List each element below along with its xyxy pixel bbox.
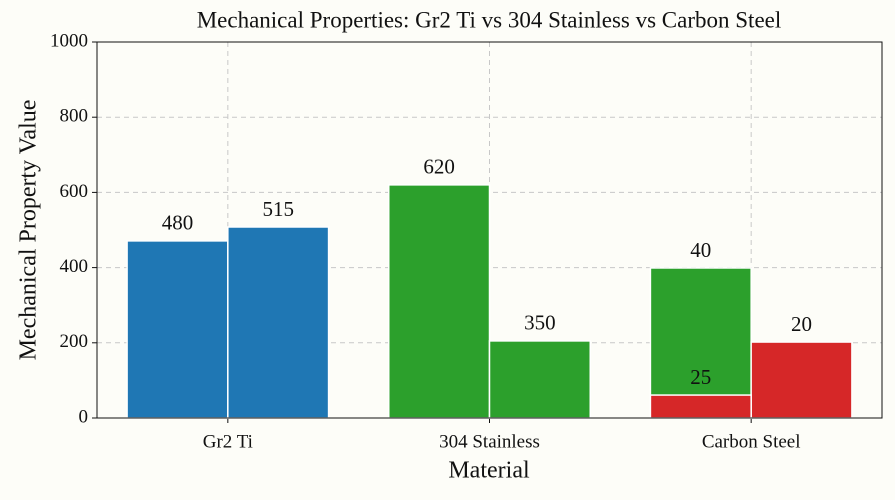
y-tick-label: 0: [79, 406, 89, 427]
bar: [227, 226, 330, 419]
bar: [488, 340, 591, 419]
y-axis-label: Mechanical Property Value: [16, 100, 42, 361]
bar-annotation: 480: [162, 211, 194, 235]
y-tick-label: 800: [60, 106, 89, 127]
bar: [388, 184, 491, 419]
y-tick-label: 400: [60, 256, 89, 277]
x-tick-label: 304 Stainless: [439, 431, 540, 452]
bar-annotation: 515: [262, 197, 294, 221]
bar-annotation: 20: [791, 312, 812, 336]
bar: [750, 341, 853, 419]
bar-annotation: 40: [690, 238, 711, 262]
bar-annotation: 25: [690, 365, 711, 389]
y-tick-label: 1000: [50, 30, 88, 51]
x-tick-label: Carbon Steel: [702, 431, 801, 452]
bar-annotation: 620: [423, 155, 455, 179]
bar-annotation: 350: [524, 311, 556, 335]
chart-title: Mechanical Properties: Gr2 Ti vs 304 Sta…: [197, 7, 782, 32]
x-tick-label: Gr2 Ti: [203, 431, 253, 452]
axes: [96, 41, 883, 419]
x-axis-label: Material: [448, 458, 530, 484]
y-tick-label: 200: [60, 331, 89, 352]
bar: [126, 240, 229, 419]
bar: [649, 394, 752, 419]
y-tick-label: 600: [60, 181, 89, 202]
